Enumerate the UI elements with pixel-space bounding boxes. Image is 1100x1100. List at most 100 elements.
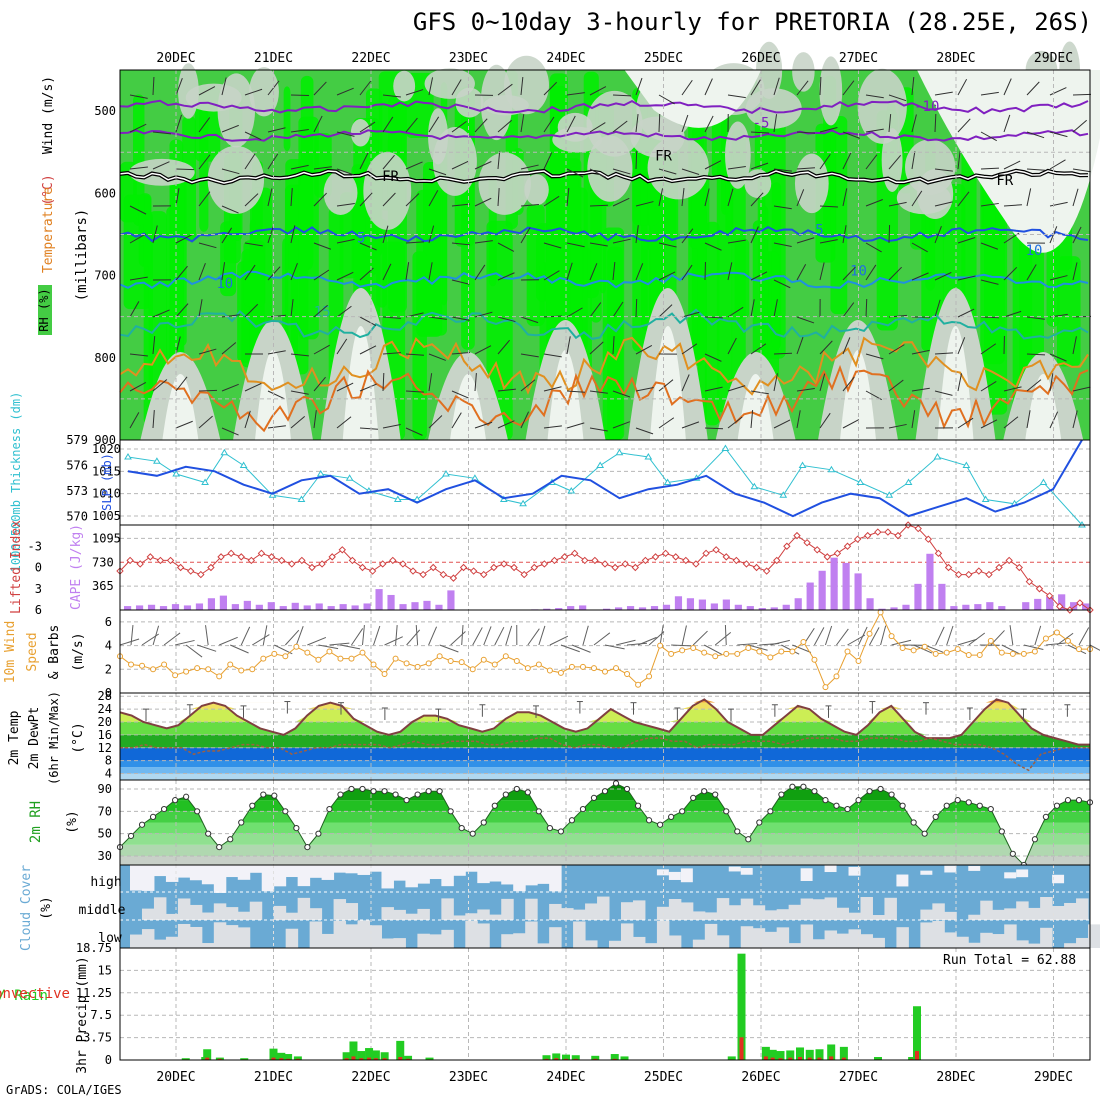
temp-tick-label: 24	[98, 702, 112, 716]
isotherm-label: 10	[1026, 243, 1043, 259]
rh2m-marker	[712, 791, 719, 798]
wind-barb	[520, 77, 524, 96]
wind-barb	[244, 410, 251, 429]
surface-wind-barb	[119, 638, 140, 646]
cloud-gap-high	[345, 865, 359, 874]
precip-convective-bar	[382, 1058, 387, 1060]
rh2m-marker	[679, 808, 686, 815]
isotherm-line	[119, 364, 1089, 433]
precip-convective-bar	[373, 1058, 378, 1060]
wind-barb	[658, 94, 675, 105]
cloud-gap-high	[405, 865, 418, 888]
wind-barb	[1049, 373, 1054, 392]
cloud-gap-high	[297, 865, 311, 887]
precip-convective-bar	[286, 1058, 291, 1060]
thickness-slp-frame	[119, 439, 1091, 526]
wind-speed-marker	[150, 666, 157, 673]
surface-wind-barb	[858, 626, 868, 646]
rh-dry-patch	[819, 56, 843, 126]
rh-moist-streak	[697, 206, 707, 422]
wind-speed-marker	[128, 661, 135, 668]
wind-barb	[198, 154, 211, 170]
wind-barb	[1026, 353, 1046, 356]
wind-barb	[681, 264, 693, 281]
surface-wind-barb	[737, 642, 758, 646]
wind-speed-marker	[183, 668, 190, 675]
precip-total-bar	[425, 1057, 434, 1060]
surface-wind-barb	[824, 625, 833, 646]
wind-barb	[1003, 310, 1022, 318]
wind-barb	[336, 203, 355, 207]
cloud-gap-low	[417, 933, 430, 948]
cape-bar	[543, 608, 551, 610]
cape-bar	[674, 596, 683, 610]
precip-total-bar	[591, 1055, 600, 1060]
wind-speed-marker	[304, 649, 311, 656]
cloud-gap-low	[956, 936, 969, 948]
wind-barb	[612, 168, 631, 175]
rh2m-unit-label: (%)	[65, 810, 80, 833]
wind-barb	[405, 89, 424, 96]
surface-wind-barb	[130, 625, 134, 646]
wind-barb	[1072, 226, 1082, 244]
precip-convective-bar	[593, 1058, 598, 1060]
wind-barb	[175, 303, 189, 318]
cloud-gap-high	[237, 865, 251, 880]
wind-speed-marker	[778, 648, 785, 655]
lifted-index-marker	[944, 563, 953, 572]
temp-axis-label-4: (°C)	[71, 722, 86, 753]
wind-barb	[934, 226, 942, 244]
rh2m-marker	[183, 793, 190, 800]
cape-bar	[974, 604, 982, 610]
lifted-index-marker	[288, 560, 296, 568]
rh2m-marker	[1075, 797, 1083, 804]
rh2m-marker	[932, 813, 939, 821]
wind-barb	[865, 128, 884, 133]
wind-barb	[980, 131, 997, 142]
wind-barb	[428, 262, 433, 281]
lifted-index-marker	[176, 563, 185, 572]
precip-total-bar	[357, 1051, 366, 1060]
wind-barb	[589, 341, 604, 355]
rh-dry-patch	[129, 158, 195, 186]
wind-barb	[934, 113, 937, 133]
rh2m-marker	[701, 788, 708, 795]
rh2m-marker	[888, 791, 895, 798]
surface-wind-barb	[152, 625, 160, 646]
cloud-gap-low	[824, 930, 838, 948]
cloud-gap-middle	[177, 898, 191, 920]
wind-barb	[474, 373, 477, 392]
wind-barb	[658, 304, 673, 318]
wind-barb	[566, 390, 585, 393]
cloud-gap-middle	[992, 909, 1005, 920]
cloud-gap-low	[393, 938, 406, 948]
wind-barb	[911, 77, 915, 96]
surface-wind-barb	[174, 639, 195, 646]
lifted-index-marker	[601, 560, 609, 568]
wind-barb	[520, 411, 530, 429]
pressure-tick-label: 900	[94, 433, 116, 447]
wind-barb	[842, 152, 852, 170]
wind-barb	[175, 234, 193, 244]
wind-barb	[497, 83, 513, 96]
wind-barb	[267, 127, 286, 133]
wind-speed-marker	[392, 655, 399, 662]
rh2m-marker	[381, 788, 388, 795]
precip-total-bar	[396, 1040, 405, 1060]
lifted-index-marker	[379, 560, 387, 568]
cloud-gap-middle	[728, 905, 742, 920]
cape-bar	[579, 605, 587, 610]
precip-total-bar	[349, 1041, 358, 1060]
wind-barb	[290, 225, 296, 244]
wind-barb	[681, 79, 693, 96]
cape-bar	[303, 605, 311, 610]
surface-wind-barb	[472, 627, 483, 646]
lifted-index-marker	[762, 567, 771, 575]
cloud-gap-high	[1004, 872, 1017, 879]
lifted-index-marker	[126, 556, 134, 565]
precip-convective-bar	[612, 1058, 617, 1060]
wind-barb	[888, 154, 902, 170]
wind-speed-marker	[315, 656, 322, 663]
wind-barb	[612, 238, 631, 244]
surface-wind-barb	[615, 639, 636, 646]
